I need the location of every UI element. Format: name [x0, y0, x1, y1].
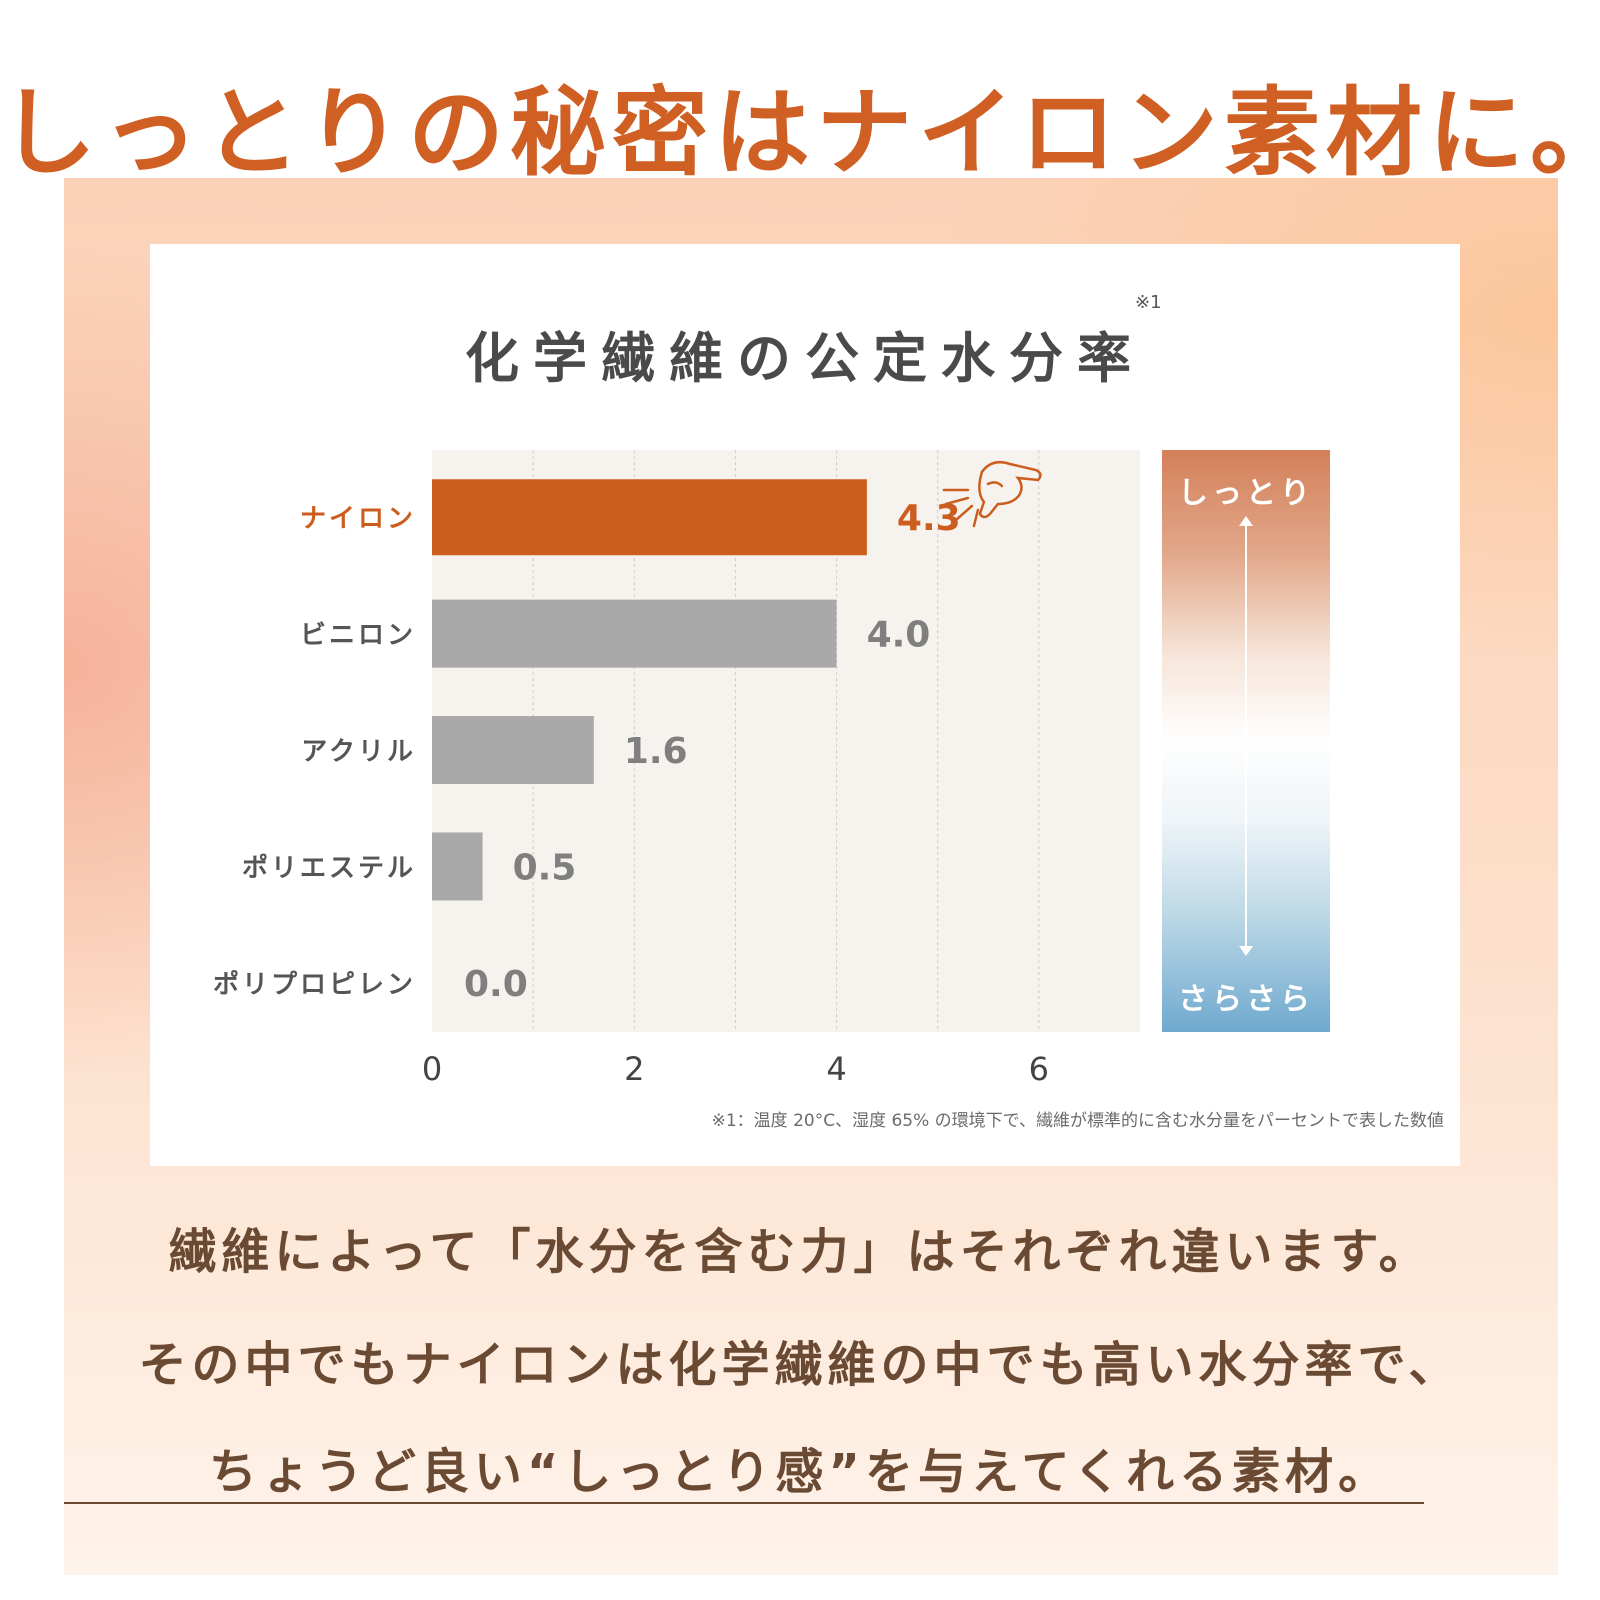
- x-tick-label: 2: [624, 1050, 644, 1088]
- value-label: 1.6: [624, 731, 688, 772]
- value-label: 0.5: [513, 847, 577, 888]
- body-line-3: ちょうど良い“しっとり感”を与えてくれる素材。: [208, 1444, 1392, 1500]
- body-line-1: 繊維によって「水分を含む力」はそれぞれ違います。: [168, 1224, 1432, 1280]
- bar: [432, 832, 483, 901]
- value-label: 4.3: [897, 498, 961, 539]
- category-label: アクリル: [301, 737, 416, 767]
- bar: [432, 599, 837, 668]
- value-label: 0.0: [464, 964, 528, 1005]
- value-label: 4.0: [867, 615, 931, 656]
- bar-chart: 0 2 4 6 ナイロン 4.3 ビニロン 4.0 アクリル 1.6 ポリエステル 0.5 ポリプロピレ…: [213, 450, 1049, 1088]
- gauge-bottom-label: さらさら: [1178, 982, 1314, 1017]
- category-label: ポリプロピレン: [213, 969, 416, 1000]
- arrow-down-icon: [1239, 946, 1253, 956]
- gauge-top-label: しっとり: [1178, 476, 1314, 511]
- x-tick-label: 0: [422, 1050, 442, 1088]
- bar: [432, 716, 594, 785]
- body-line-2: その中でもナイロンは化学繊維の中でも高い水分率で、: [138, 1337, 1462, 1393]
- moisture-gauge: しっとり さらさら: [1162, 450, 1330, 1032]
- chart-title-note: ※1: [1135, 292, 1162, 313]
- footnote: ※1：温度 20°C、湿度 65% の環境下で、繊維が標準的に含む水分量をパーセ…: [711, 1111, 1444, 1131]
- x-tick-label: 4: [826, 1050, 846, 1088]
- chart-title: 化学繊維の公定水分率: [465, 327, 1145, 390]
- pointing-hand-icon: [942, 461, 1042, 528]
- category-label: ポリエステル: [242, 852, 416, 883]
- category-label: ビニロン: [300, 621, 416, 651]
- body-underline: [64, 1502, 1424, 1504]
- headline: しっとりの秘密はナイロン素材に。: [0, 76, 1600, 189]
- bar: [432, 479, 867, 556]
- arrow-up-icon: [1239, 516, 1253, 526]
- gauge-line: [1245, 524, 1247, 948]
- category-label: ナイロン: [300, 504, 416, 534]
- chart-card: 化学繊維の公定水分率 ※1 0 2 4 6 ナイロン 4.3 ビニロン 4.0 アクリル 1.6 ポ…: [150, 244, 1460, 1166]
- x-tick-label: 6: [1029, 1050, 1049, 1088]
